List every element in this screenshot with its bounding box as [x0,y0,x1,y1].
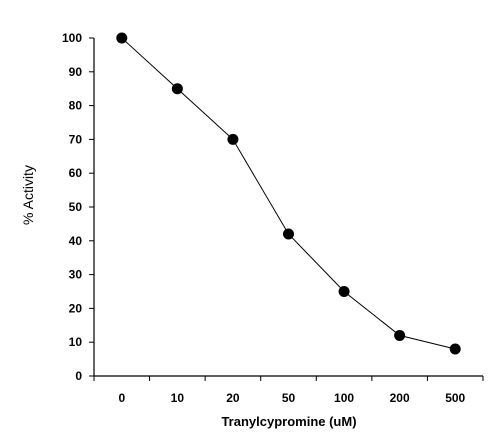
y-tick-label: 100 [62,31,82,45]
y-tick-label: 90 [69,65,83,79]
x-tick-label: 100 [334,391,354,405]
data-point [116,32,128,44]
series-group [116,32,461,355]
data-point [338,286,350,297]
chart-axes [93,38,483,377]
x-tick-label: 20 [226,391,240,405]
data-point [449,343,461,355]
y-axis-title: % Activity [20,165,36,225]
data-point [283,228,294,240]
y-tick-label: 40 [69,234,83,248]
y-tick-label: 20 [69,301,83,315]
x-tick-label: 50 [282,391,296,405]
data-point [171,83,183,95]
x-tick-label: 10 [171,391,185,405]
x-axis-title: Tranylcypromine (uM) [221,414,356,429]
y-tick-label: 50 [69,200,83,214]
x-tick-label: 500 [445,391,465,405]
x-tick-label: 0 [118,391,125,405]
y-tick-label: 70 [69,132,83,146]
y-axis-ticks: 0 10 20 30 40 50 60 70 80 90 100 [62,31,94,383]
x-tick-label: 200 [390,391,410,405]
y-tick-label: 30 [69,268,83,282]
series-line [121,37,456,350]
y-tick-label: 80 [69,99,83,113]
x-axis-ticks: 0 10 20 50 100 200 500 [93,376,484,405]
data-point [394,329,406,341]
data-point [227,133,239,145]
y-tick-label: 0 [75,369,82,383]
y-tick-label: 10 [69,335,83,349]
y-tick-label: 60 [69,166,83,180]
